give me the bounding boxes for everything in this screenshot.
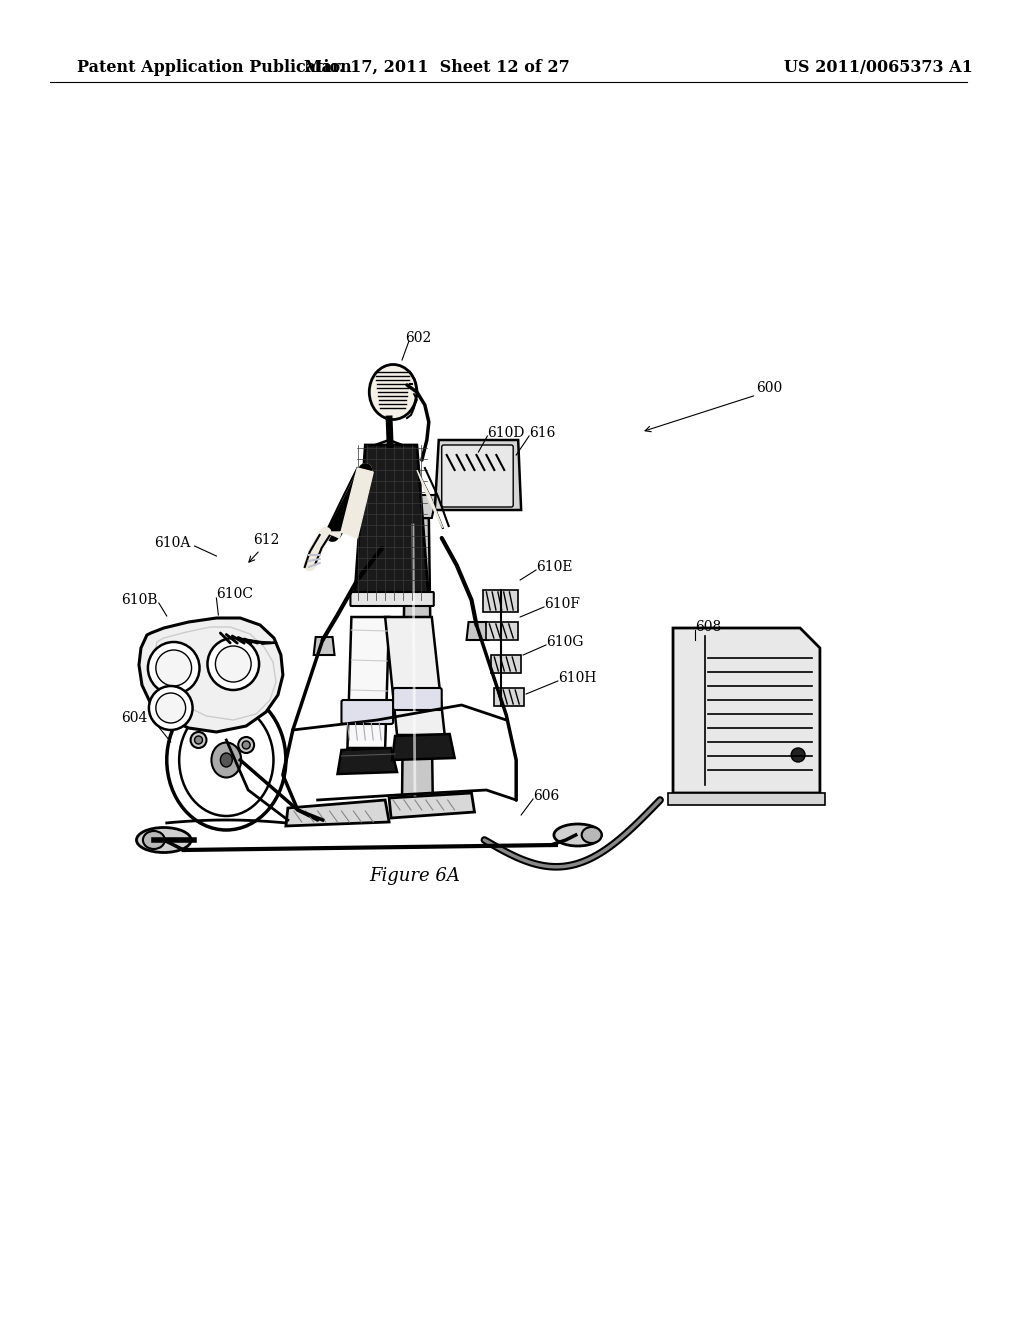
Text: 610E: 610E (536, 560, 572, 574)
Polygon shape (347, 616, 389, 748)
Polygon shape (139, 618, 283, 733)
Ellipse shape (220, 752, 232, 767)
Circle shape (156, 693, 185, 723)
Polygon shape (286, 800, 389, 826)
Text: Figure 6A: Figure 6A (370, 867, 461, 884)
Circle shape (243, 741, 250, 748)
Polygon shape (483, 590, 518, 612)
FancyBboxPatch shape (350, 591, 434, 606)
Text: 610D: 610D (487, 426, 524, 440)
Ellipse shape (167, 690, 286, 830)
Polygon shape (389, 793, 474, 818)
Circle shape (195, 737, 203, 744)
Text: 608: 608 (695, 620, 721, 634)
Text: Mar. 17, 2011  Sheet 12 of 27: Mar. 17, 2011 Sheet 12 of 27 (304, 58, 569, 75)
Ellipse shape (179, 704, 273, 816)
Polygon shape (492, 655, 521, 673)
Circle shape (215, 645, 251, 682)
Text: 610F: 610F (544, 597, 580, 611)
Circle shape (239, 737, 254, 752)
Polygon shape (313, 638, 335, 655)
Text: 606: 606 (534, 789, 559, 803)
Polygon shape (385, 616, 444, 735)
Text: 600: 600 (757, 381, 782, 395)
Circle shape (190, 733, 207, 748)
Polygon shape (673, 628, 820, 793)
Polygon shape (338, 748, 397, 774)
Circle shape (147, 642, 200, 694)
Text: 612: 612 (253, 533, 280, 546)
FancyBboxPatch shape (441, 445, 513, 507)
Circle shape (148, 686, 193, 730)
Polygon shape (326, 469, 373, 539)
Text: 604: 604 (121, 711, 147, 725)
Polygon shape (486, 622, 518, 640)
Ellipse shape (370, 364, 417, 420)
Ellipse shape (554, 824, 601, 846)
FancyBboxPatch shape (341, 700, 393, 723)
Text: 610H: 610H (558, 671, 596, 685)
Ellipse shape (582, 828, 601, 843)
Polygon shape (402, 517, 433, 800)
Text: Patent Application Publication: Patent Application Publication (78, 58, 352, 75)
Circle shape (156, 649, 191, 686)
Polygon shape (392, 734, 455, 760)
Circle shape (792, 748, 805, 762)
Ellipse shape (143, 832, 165, 849)
Polygon shape (668, 793, 825, 805)
Polygon shape (495, 688, 524, 706)
Text: 602: 602 (406, 331, 431, 345)
Circle shape (208, 638, 259, 690)
Text: 610C: 610C (216, 587, 253, 601)
Polygon shape (417, 470, 442, 528)
Text: 610G: 610G (546, 635, 584, 649)
Ellipse shape (136, 828, 191, 853)
Text: US 2011/0065373 A1: US 2011/0065373 A1 (784, 58, 973, 75)
Polygon shape (354, 445, 429, 601)
Text: 610B: 610B (121, 593, 158, 607)
FancyBboxPatch shape (393, 688, 441, 710)
Polygon shape (402, 495, 437, 517)
Text: 610A: 610A (154, 536, 190, 550)
Ellipse shape (211, 742, 242, 777)
Polygon shape (467, 622, 488, 640)
Text: 616: 616 (529, 426, 555, 440)
Polygon shape (435, 440, 521, 510)
